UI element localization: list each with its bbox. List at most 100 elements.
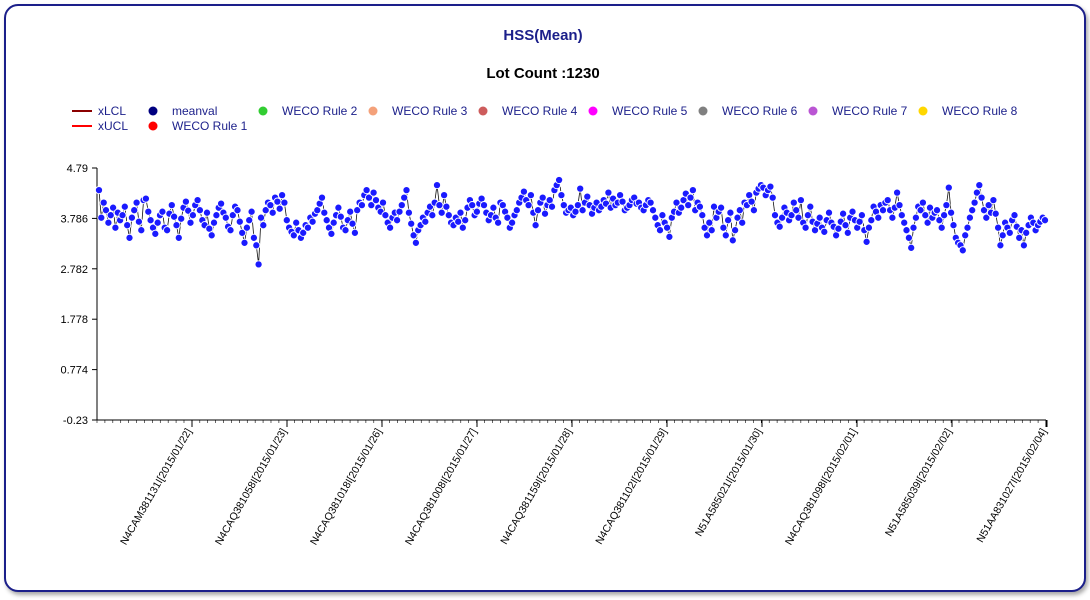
data-point	[963, 223, 972, 232]
legend-swatch	[148, 106, 158, 116]
data-point	[440, 191, 449, 200]
data-point	[524, 201, 533, 210]
data-point	[508, 218, 517, 227]
data-point	[409, 231, 418, 240]
data-point	[921, 211, 930, 220]
data-point	[1022, 228, 1031, 237]
data-point	[97, 213, 106, 222]
legend-swatch	[148, 121, 158, 131]
legend-label: WECO Rule 7	[832, 104, 908, 118]
data-point	[540, 209, 550, 218]
data-point	[407, 219, 416, 228]
data-point	[775, 222, 784, 231]
data-point	[193, 196, 202, 205]
data-point	[728, 236, 737, 245]
data-point	[386, 223, 395, 232]
data-point	[883, 196, 892, 205]
data-point	[1005, 228, 1014, 237]
data-point	[663, 223, 672, 232]
data-point	[824, 208, 834, 217]
data-point	[749, 206, 758, 215]
legend-swatch	[808, 106, 818, 116]
data-point	[458, 223, 467, 232]
data-point	[792, 206, 801, 215]
data-point	[99, 198, 108, 207]
data-point	[334, 203, 343, 212]
data-point	[235, 217, 244, 226]
x-tick-label: N4CAQ381159I[2015/01/28]	[498, 426, 574, 546]
x-tick-label: N4CAQ381098I[2015/02/01]	[783, 426, 860, 547]
legend-item: WECO Rule 7	[808, 104, 908, 118]
data-point	[364, 193, 374, 202]
data-point	[533, 206, 543, 215]
legend-label: WECO Rule 4	[502, 104, 578, 118]
data-point	[336, 212, 345, 221]
data-point	[327, 229, 336, 238]
data-point	[909, 223, 918, 232]
data-point	[648, 206, 658, 215]
data-point	[794, 213, 803, 222]
data-point	[212, 211, 221, 220]
data-point	[101, 206, 111, 215]
data-point	[104, 218, 113, 227]
data-point	[789, 198, 798, 207]
legend-swatch	[698, 106, 708, 116]
y-tick-label: 1.778	[60, 314, 88, 326]
data-point	[435, 201, 444, 210]
data-point	[651, 213, 660, 222]
data-point	[132, 198, 141, 207]
data-point	[292, 218, 301, 227]
data-point	[970, 198, 979, 207]
x-tick-label: N4CAQ381102I[2015/01/29]	[593, 426, 669, 546]
data-point	[245, 216, 254, 225]
data-point	[221, 213, 230, 222]
legend-label: WECO Rule 5	[612, 104, 688, 118]
data-point	[658, 211, 667, 220]
data-point	[254, 260, 263, 269]
data-point	[778, 213, 787, 222]
data-point	[1019, 241, 1028, 250]
data-point	[125, 233, 134, 242]
data-point	[573, 201, 582, 210]
data-point	[167, 201, 176, 210]
x-tick-label: N4CAM381131I[2015/01/22]	[118, 426, 195, 547]
data-point	[893, 188, 902, 197]
data-point	[1010, 211, 1019, 220]
data-point	[202, 208, 212, 217]
data-point	[526, 191, 535, 200]
data-point	[972, 188, 981, 197]
data-point	[937, 223, 946, 232]
data-point	[378, 198, 388, 207]
data-point	[770, 211, 780, 220]
data-point	[1015, 233, 1024, 242]
data-point	[503, 213, 512, 222]
legend-label: WECO Rule 2	[282, 104, 358, 118]
data-point	[106, 211, 115, 220]
legend-label: WECO Rule 8	[942, 104, 1018, 118]
data-point	[512, 206, 521, 215]
data-point	[677, 203, 686, 212]
data-point	[273, 197, 282, 206]
data-point	[874, 213, 883, 222]
data-point	[949, 221, 958, 230]
legend-label: WECO Rule 6	[722, 104, 798, 118]
data-point	[289, 231, 298, 240]
data-point	[888, 213, 897, 222]
data-point	[583, 192, 592, 201]
data-point	[733, 213, 742, 222]
data-point	[395, 207, 404, 216]
data-point	[186, 218, 195, 227]
data-point	[576, 184, 585, 193]
data-point	[806, 202, 815, 211]
data-point	[862, 237, 871, 246]
data-point	[961, 231, 970, 240]
legend-swatch	[918, 106, 928, 116]
data-point	[958, 246, 967, 255]
data-point	[848, 207, 857, 216]
data-point	[280, 198, 289, 207]
data-point	[341, 226, 350, 235]
data-point	[118, 211, 127, 220]
data-point	[146, 216, 155, 225]
data-point	[153, 218, 162, 227]
data-point	[134, 217, 143, 226]
